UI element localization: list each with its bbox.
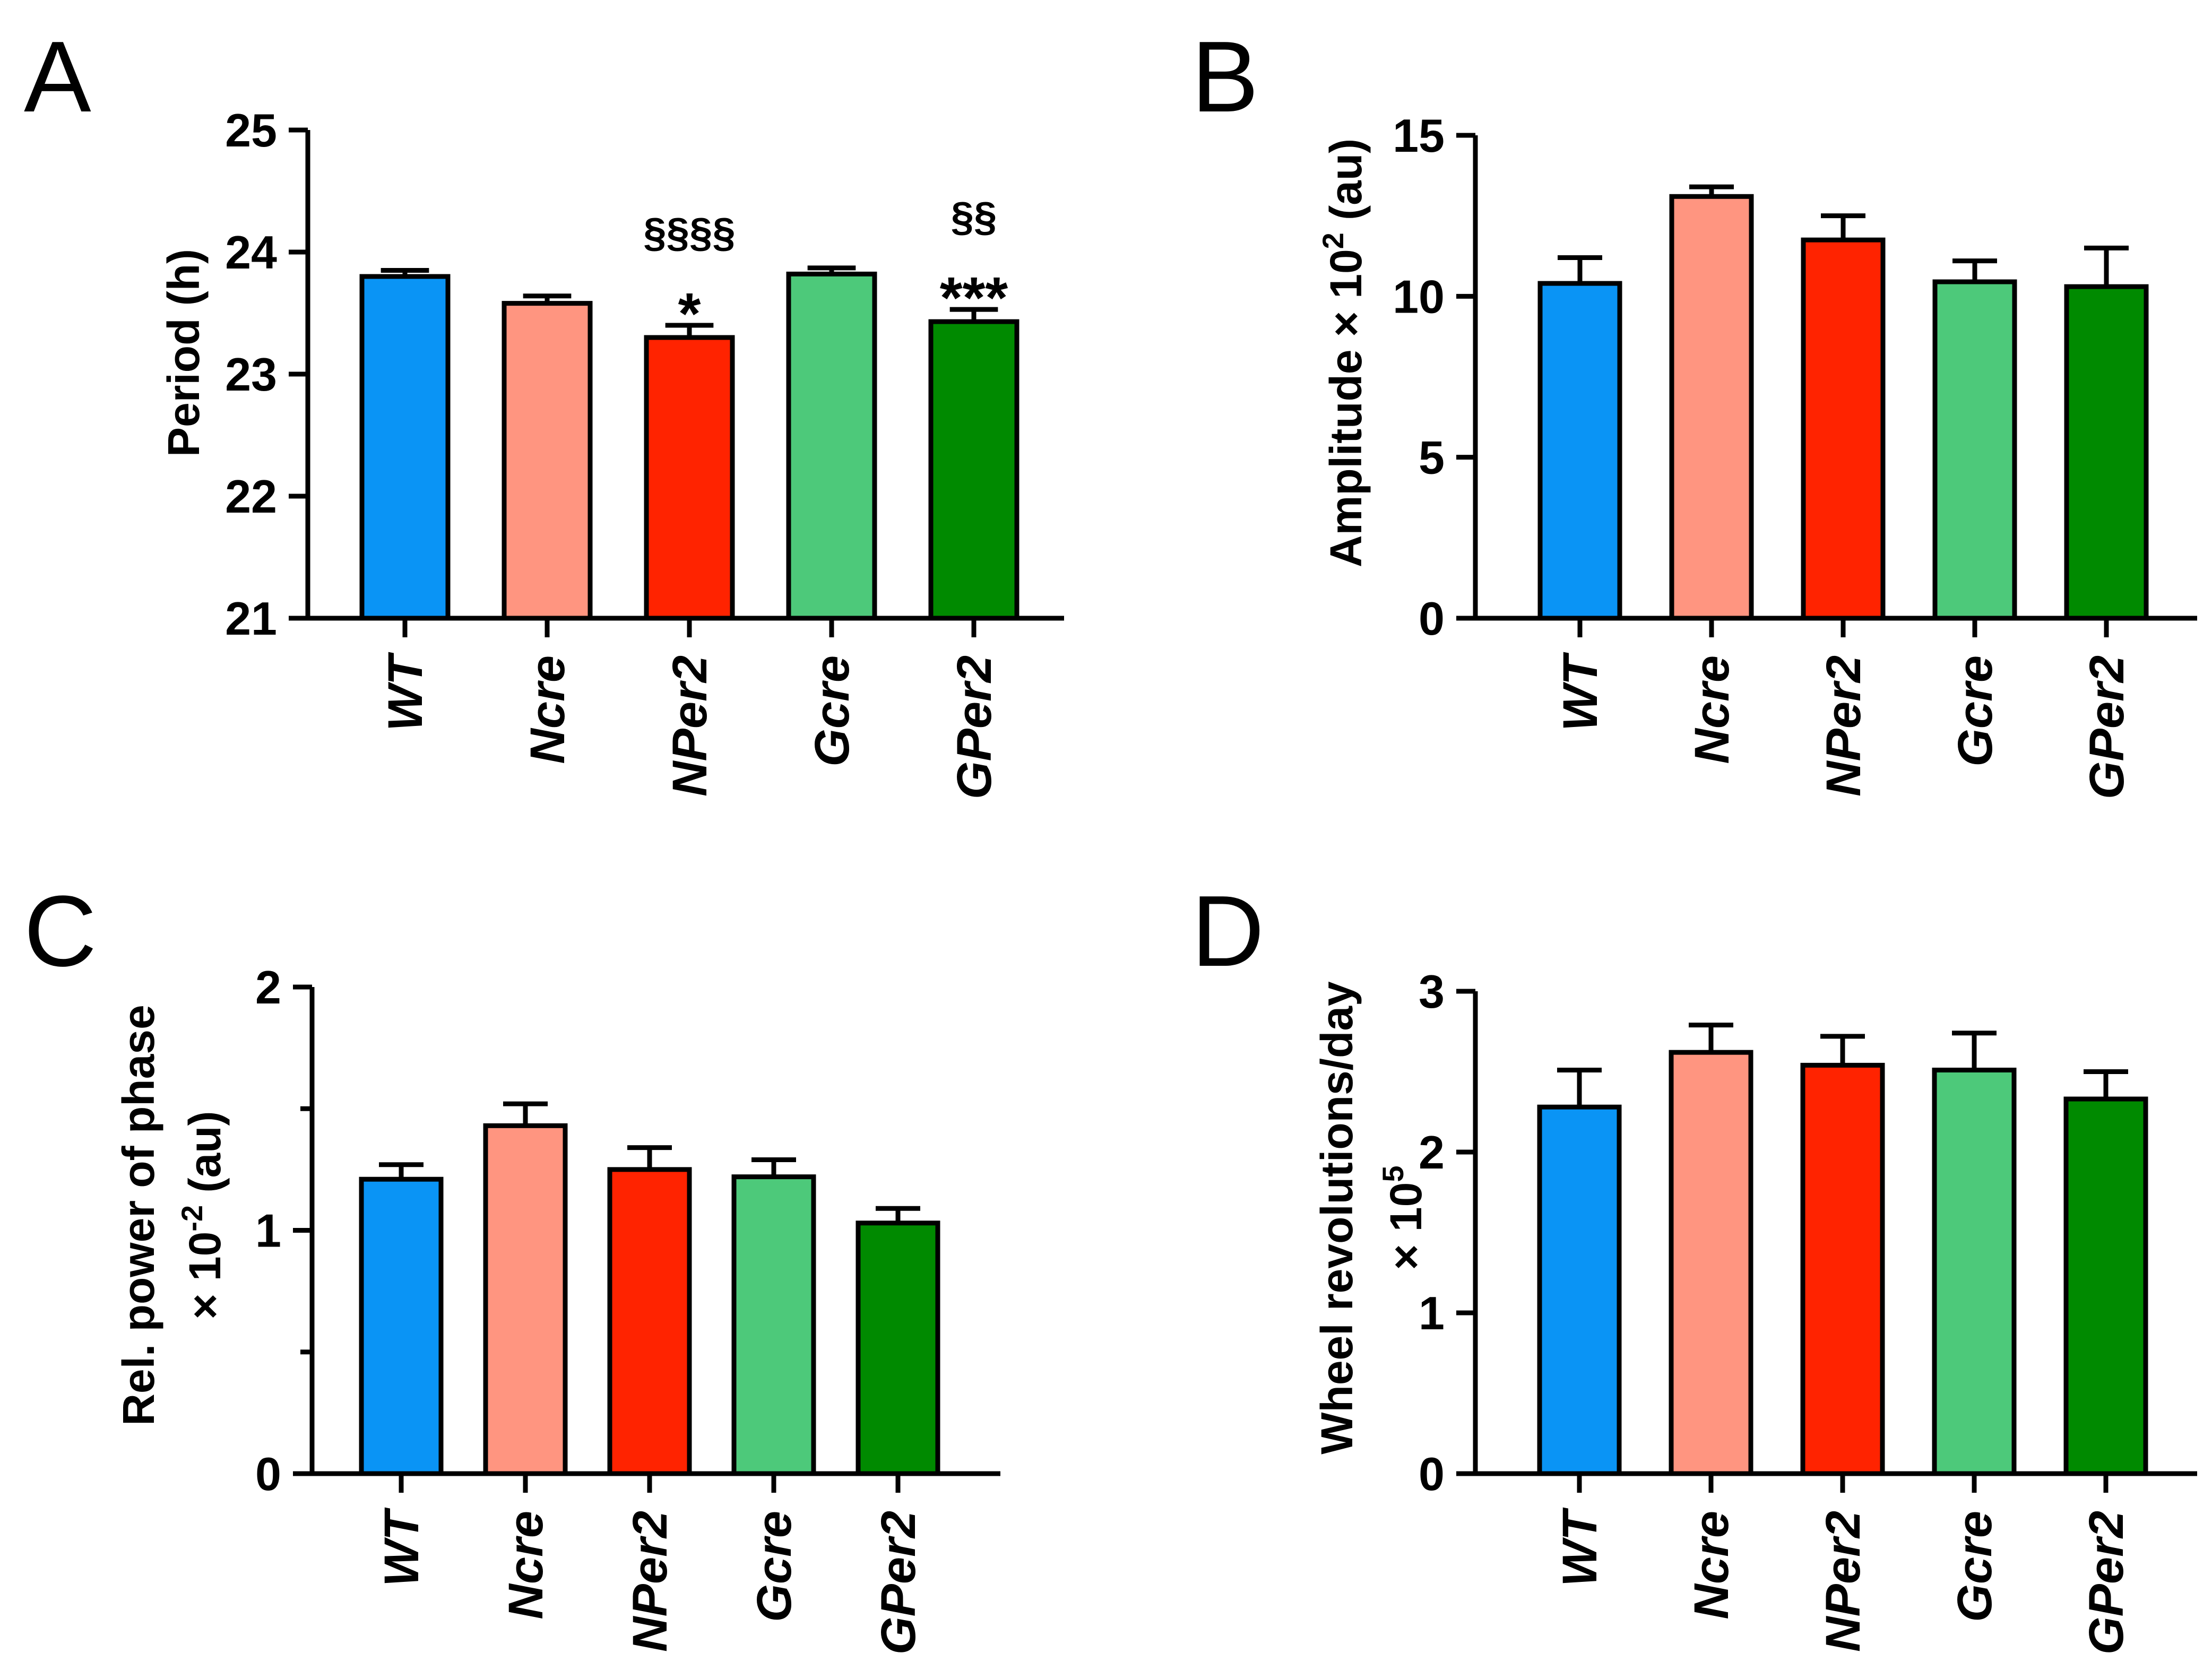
panel-c-y-tick-label: 1 xyxy=(255,1205,281,1257)
panel-c-bar-nper2 xyxy=(607,1167,692,1476)
panel-b-x-tick-label-nper2: NPer2 xyxy=(1817,655,1871,797)
panel-b-y-axis-title-tail: (au) xyxy=(1321,139,1371,232)
panel-d-bar-nper2 xyxy=(1800,1062,1885,1476)
panel-b-x-tick-label-gcre: Gcre xyxy=(1948,655,2002,767)
panel-letter-a: A xyxy=(24,21,91,133)
panel-a-y-tick-label: 25 xyxy=(225,104,277,157)
panel-c-bar-gper2 xyxy=(856,1221,940,1476)
panel-d-y-tick-label: 0 xyxy=(1419,1448,1445,1500)
panel-a-x-tick-label-gcre: Gcre xyxy=(805,655,859,767)
panel-b-x-tick-label-wt: WT xyxy=(1553,652,1608,731)
panel-c-y-axis-title-line2: × 10-2 (au) xyxy=(175,1111,230,1320)
panel-b-x-tick-label-ncre: Ncre xyxy=(1685,655,1739,764)
panel-a-y-tick-label: 22 xyxy=(225,470,277,523)
panel-d-y-tick-label: 2 xyxy=(1419,1126,1445,1179)
panel-c-x-tick-label-nper2: NPer2 xyxy=(623,1511,677,1652)
panel-c-y-axis-title-tail: (au) xyxy=(180,1111,230,1205)
panel-d-y-tick-label: 3 xyxy=(1419,965,1445,1018)
panel-d-bar-gcre xyxy=(1932,1067,2017,1476)
panel-d-x-tick-label-wt: WT xyxy=(1553,1507,1607,1587)
panel-d-y-axis-title-superscript: 5 xyxy=(1376,1166,1410,1182)
panel-c-y-axis-title-superscript: -2 xyxy=(175,1205,209,1232)
panel-a-x-tick-label-wt: WT xyxy=(378,652,433,731)
panel-c-bar-gcre xyxy=(731,1174,816,1476)
panel-a-bar-ncre xyxy=(502,301,593,621)
panel-b-bar-wt xyxy=(1537,281,1622,621)
panel-d-x-tick-label-gcre: Gcre xyxy=(1948,1511,2002,1622)
panel-d-bar-wt xyxy=(1537,1104,1622,1476)
panel-b-y-tick-label: 5 xyxy=(1419,431,1445,484)
panel-a-bar-gcre xyxy=(786,271,877,621)
panel-a-x-tick-label-ncre: Ncre xyxy=(521,655,575,764)
panel-a-significance-sections: §§§§ xyxy=(643,209,736,256)
panel-a: A Period (h) 21 22 23 24 25 WT Ncre NPer2 Gcre GP… xyxy=(24,21,1064,799)
panel-a-y-tick-label: 24 xyxy=(225,226,277,279)
panel-a-x-tick-label-nper2: NPer2 xyxy=(663,655,717,797)
panel-a-x-tick-label-gper2: GPer2 xyxy=(947,655,1001,799)
panel-a-significance-stars: *** xyxy=(940,265,1008,331)
panel-a-significance-sections: §§ xyxy=(951,193,997,240)
panel-b-bar-nper2 xyxy=(1801,237,1886,621)
panel-d-x-tick-label-nper2: NPer2 xyxy=(1816,1511,1870,1652)
panel-c-bar-ncre xyxy=(483,1123,568,1476)
panel-d-y-tick-label: 1 xyxy=(1419,1287,1445,1339)
panel-a-significance-stars: * xyxy=(678,281,701,347)
panel-d-y-axis-title-line2: × 105 xyxy=(1376,1166,1431,1270)
panel-c-y-tick-label: 2 xyxy=(255,961,281,1014)
panel-c-x-tick-label-ncre: Ncre xyxy=(499,1511,553,1620)
panel-c: C Rel. power of phase × 10-2 (au) 0 1 2 WT N… xyxy=(24,875,1000,1655)
panel-b-y-axis-title-main: Amplitude × 10 xyxy=(1321,249,1371,567)
panel-a-bar-gper2 xyxy=(928,319,1019,621)
panel-b-bar-ncre xyxy=(1669,194,1754,621)
panel-b-y-axis-title-superscript: 2 xyxy=(1316,232,1350,249)
panel-d-y-axis-title-line2-main: × 10 xyxy=(1381,1182,1431,1270)
panel-b: B Amplitude × 102 (au) 0 5 10 15 WT Ncre NPer2… xyxy=(1191,21,2197,799)
panel-d-x-tick-label-gper2: GPer2 xyxy=(2079,1511,2133,1655)
panel-d-x-tick-label-ncre: Ncre xyxy=(1684,1511,1739,1620)
panel-c-bar-wt xyxy=(359,1176,444,1476)
panel-c-y-axis-title-line1: Rel. power of phase xyxy=(114,1005,163,1426)
panel-b-y-tick-label: 0 xyxy=(1419,592,1445,645)
panel-d: D Wheel revolutions/day × 105 0 1 2 3 WT Ncre… xyxy=(1191,875,2197,1655)
panel-a-y-tick-label: 23 xyxy=(225,348,277,401)
panel-letter-b: B xyxy=(1191,21,1259,133)
panel-a-bar-nper2 xyxy=(644,335,735,621)
panel-b-x-tick-label-gper2: GPer2 xyxy=(2080,655,2134,799)
panel-b-y-axis-title: Amplitude × 102 (au) xyxy=(1316,139,1371,567)
panel-c-x-tick-label-gper2: GPer2 xyxy=(871,1511,926,1655)
panel-a-y-tick-label: 21 xyxy=(225,592,277,645)
panel-a-bar-wt xyxy=(359,274,451,621)
panel-d-bar-ncre xyxy=(1669,1050,1753,1476)
panel-d-bar-gper2 xyxy=(2063,1096,2148,1476)
panel-letter-c: C xyxy=(24,875,97,988)
panel-c-x-tick-label-wt: WT xyxy=(375,1507,429,1587)
panel-b-y-tick-label: 10 xyxy=(1393,270,1445,323)
panel-letter-d: D xyxy=(1191,875,1264,988)
panel-b-bar-gcre xyxy=(1932,279,2017,621)
panel-c-y-axis-title-line2-main: × 10 xyxy=(180,1232,230,1320)
panel-c-x-tick-label-gcre: Gcre xyxy=(747,1511,801,1622)
panel-d-y-axis-title-line1: Wheel revolutions/day xyxy=(1312,981,1362,1455)
panel-b-y-tick-label: 15 xyxy=(1393,109,1445,162)
panel-b-bar-gper2 xyxy=(2064,284,2149,621)
panel-a-y-axis-title: Period (h) xyxy=(159,249,209,457)
panel-c-y-tick-label: 0 xyxy=(255,1448,281,1500)
